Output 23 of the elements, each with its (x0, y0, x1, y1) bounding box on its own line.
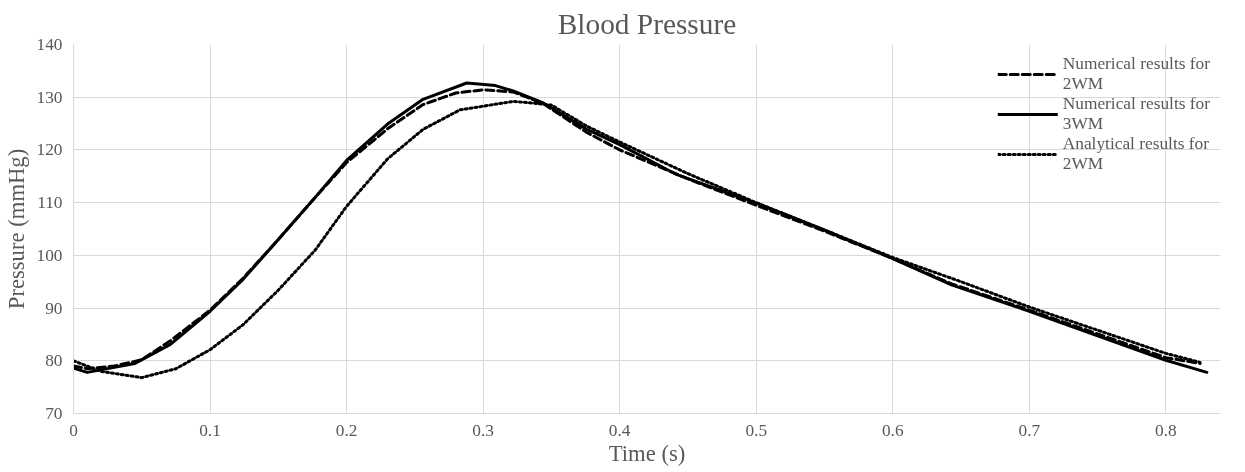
y-tick-label: 80 (45, 351, 63, 371)
legend-label: Numerical results for 3WM (1062, 94, 1210, 134)
x-tick-label: 0 (69, 420, 78, 440)
y-tick-label: 70 (45, 404, 63, 423)
chart-title: Blood Pressure (557, 7, 737, 40)
y-tick-label: 130 (36, 87, 63, 107)
x-axis-title: Time (s) (608, 440, 686, 466)
legend-label: Analytical results for 2WM (1062, 134, 1210, 174)
y-tick-label: 140 (36, 35, 63, 54)
legend-label: Numerical results for 2WM (1062, 54, 1210, 94)
x-tick-label: 0.3 (472, 420, 494, 440)
y-axis-title: Pressure (mmHg) (3, 148, 29, 310)
x-tick-label: 0.1 (199, 420, 221, 440)
y-tick-label: 90 (45, 298, 63, 318)
x-tick-label: 0.8 (1155, 420, 1177, 440)
y-tick-label: 100 (36, 245, 63, 265)
x-tick-label: 0.7 (1018, 420, 1041, 440)
y-tick-label: 120 (36, 140, 63, 160)
x-tick-label: 0.4 (608, 420, 631, 440)
y-tick-label: 110 (37, 193, 63, 213)
x-tick-label: 0.5 (745, 420, 768, 440)
x-tick-label: 0.6 (881, 420, 904, 440)
x-tick-label: 0.2 (335, 420, 358, 440)
